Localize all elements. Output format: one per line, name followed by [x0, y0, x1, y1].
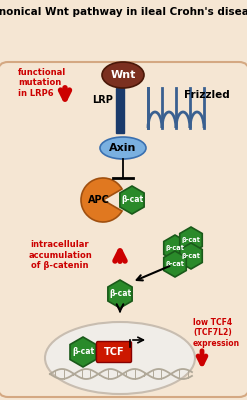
Text: β-cat: β-cat — [182, 253, 200, 259]
Polygon shape — [120, 186, 144, 214]
Wedge shape — [81, 178, 122, 222]
Ellipse shape — [45, 322, 195, 394]
Polygon shape — [180, 243, 202, 269]
Text: functional
mutation
in LRP6: functional mutation in LRP6 — [18, 68, 66, 98]
Text: Axin: Axin — [109, 143, 137, 153]
Polygon shape — [164, 235, 186, 261]
Text: APC: APC — [88, 195, 110, 205]
Text: β-cat: β-cat — [109, 290, 131, 298]
Text: LRP: LRP — [92, 95, 113, 105]
Ellipse shape — [102, 62, 144, 88]
Text: TCF: TCF — [104, 347, 124, 357]
Polygon shape — [180, 227, 202, 253]
Text: β-cat: β-cat — [72, 348, 94, 356]
Polygon shape — [108, 280, 132, 308]
Ellipse shape — [100, 137, 146, 159]
Text: β-cat: β-cat — [165, 245, 185, 251]
FancyBboxPatch shape — [0, 62, 247, 397]
Polygon shape — [164, 251, 186, 277]
Text: β-cat: β-cat — [165, 261, 185, 267]
FancyBboxPatch shape — [97, 342, 131, 362]
Text: β-cat: β-cat — [121, 196, 143, 204]
Bar — [116, 88, 124, 133]
Text: β-cat: β-cat — [182, 237, 200, 243]
Text: Wnt: Wnt — [110, 70, 136, 80]
Text: low TCF4
(TCF7L2)
expression: low TCF4 (TCF7L2) expression — [193, 318, 240, 348]
Text: intracellular
accumulation
of β-catenin: intracellular accumulation of β-catenin — [28, 240, 92, 270]
Text: Canonical Wnt pathway in ileal Crohn's disease: Canonical Wnt pathway in ileal Crohn's d… — [0, 7, 247, 17]
Polygon shape — [70, 337, 96, 367]
Text: Frizzled: Frizzled — [184, 90, 230, 100]
